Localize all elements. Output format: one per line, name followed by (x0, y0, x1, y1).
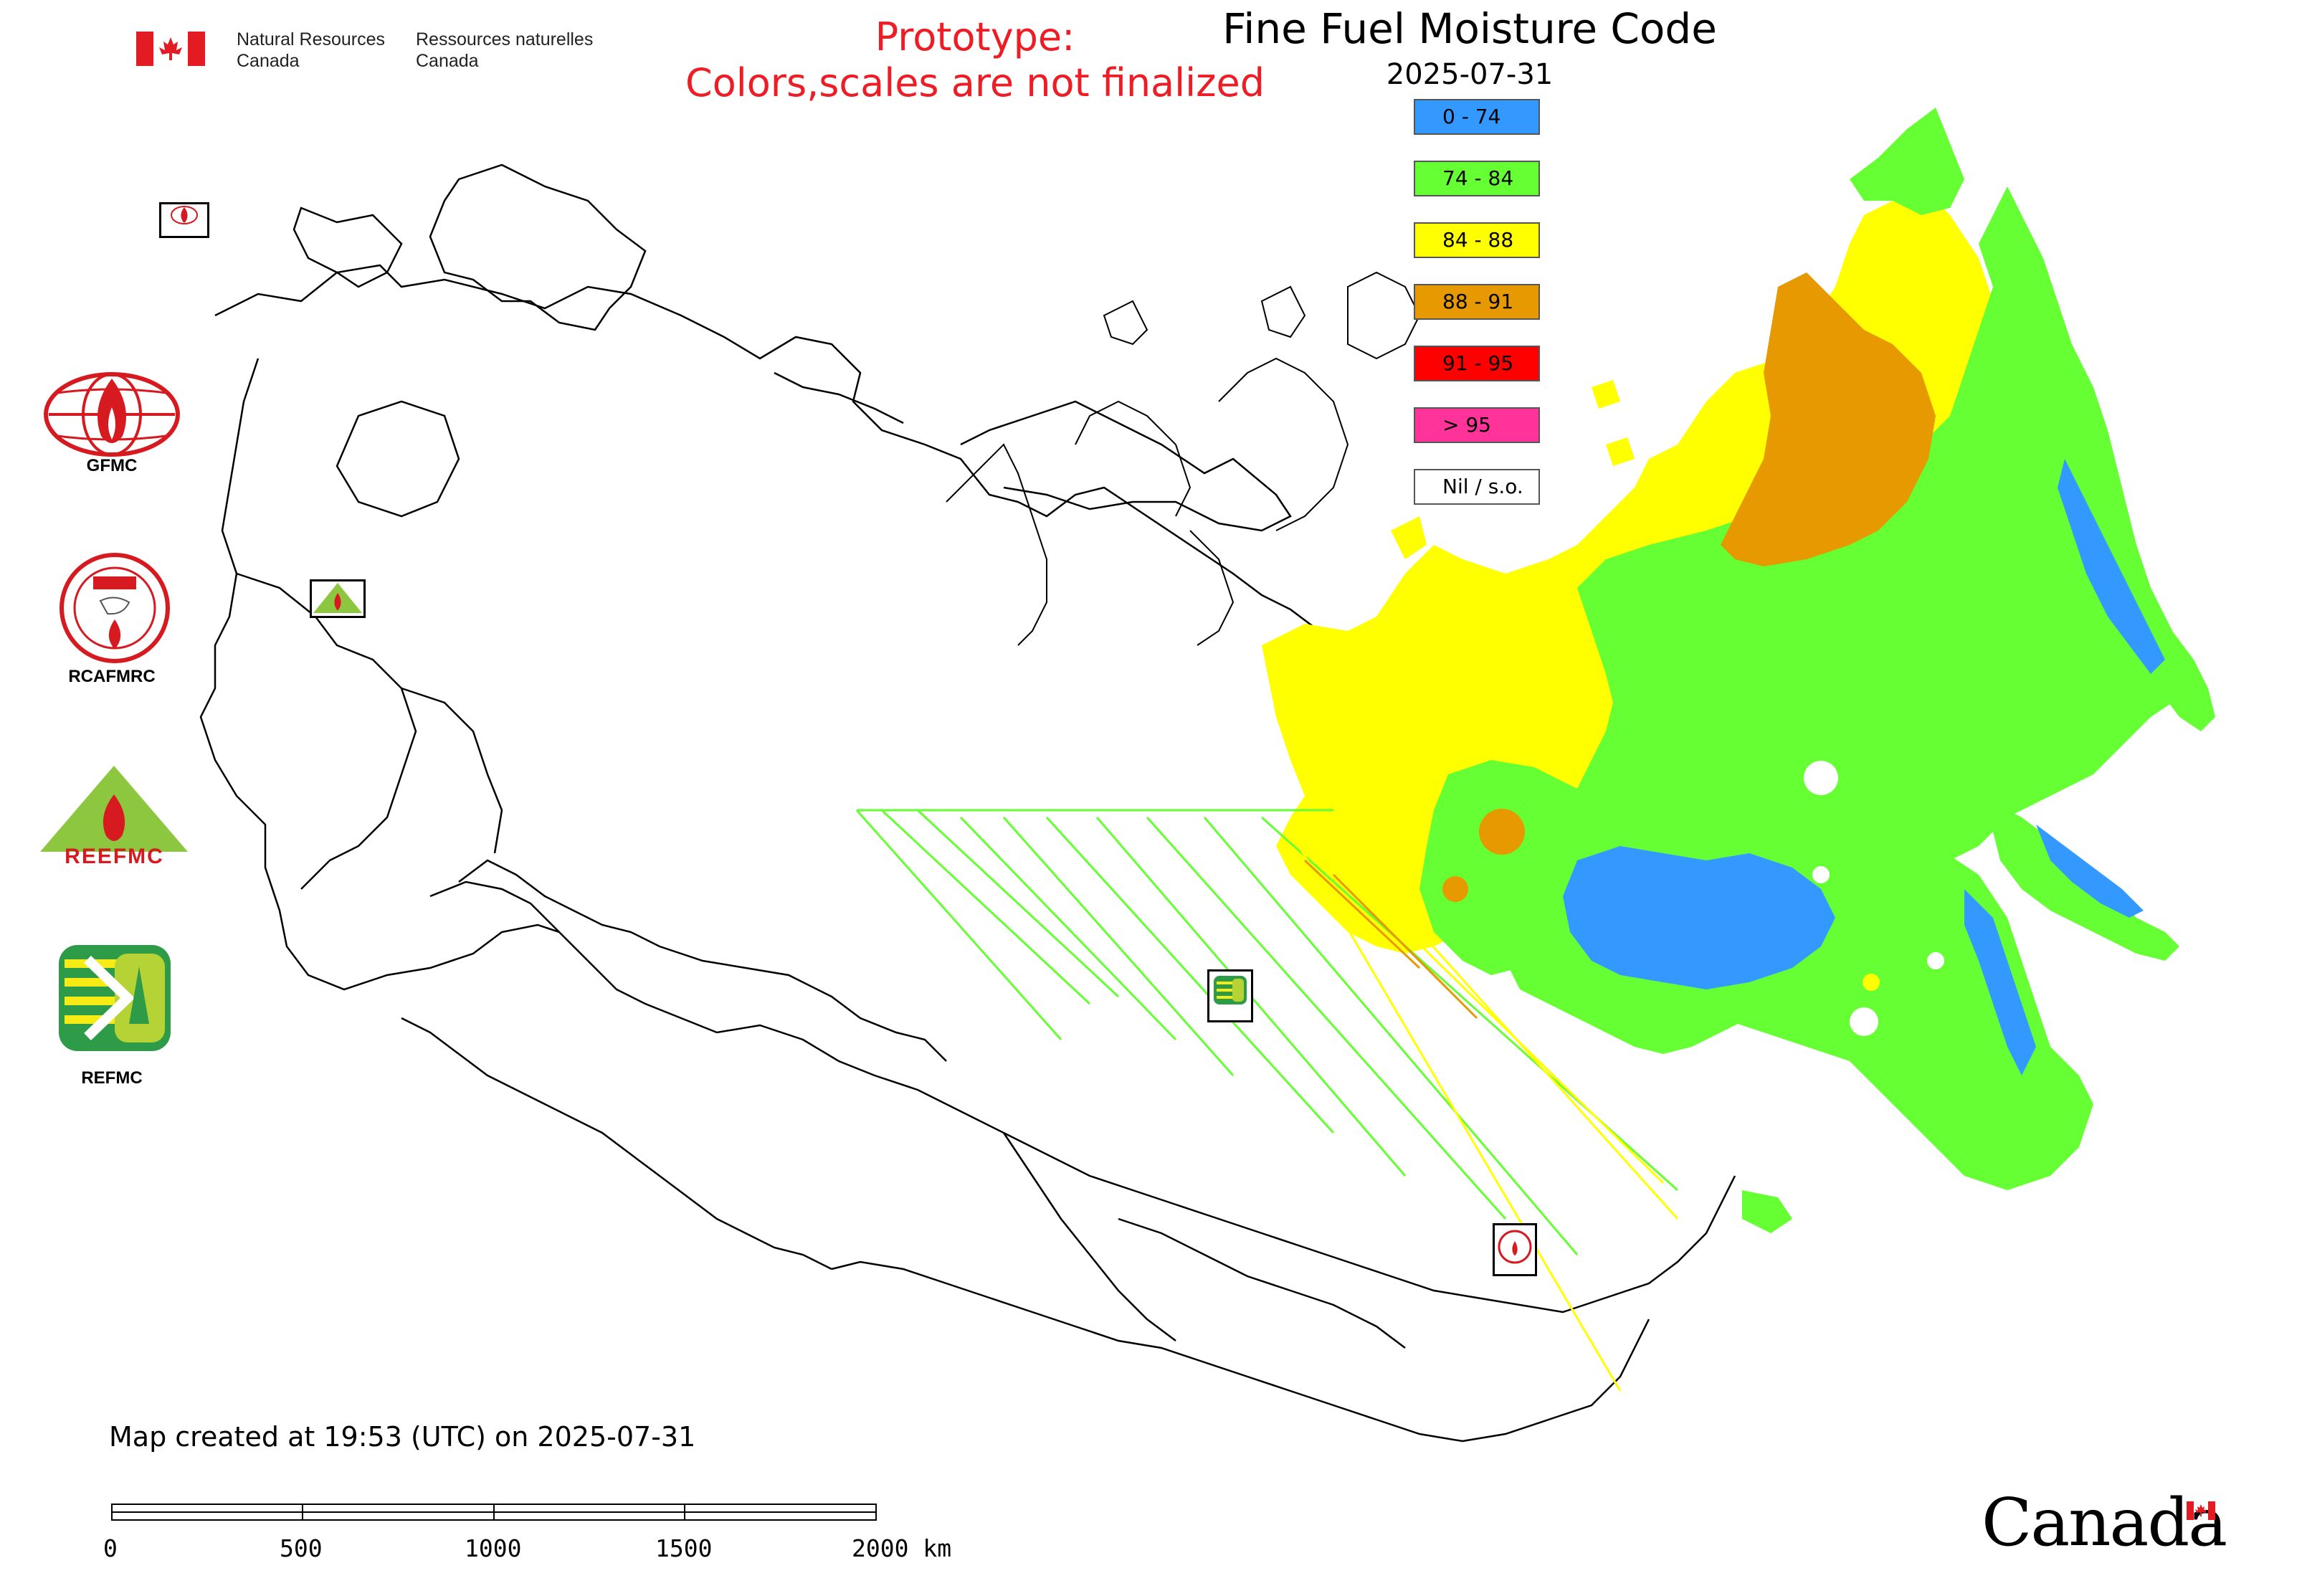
reefmc-logo (37, 766, 191, 873)
gfmc-logo (40, 364, 184, 472)
legend-item: Nil / s.o. (1414, 469, 1540, 505)
gfmc-label: GFMC (86, 456, 138, 475)
map-date: 2025-07-31 (1386, 58, 1554, 91)
map-title: Fine Fuel Moisture Code (1222, 4, 1717, 53)
scale-tick-label: 0 (103, 1534, 118, 1562)
map-created-timestamp: Map created at 19:53 (UTC) on 2025-07-31 (109, 1421, 696, 1453)
gfmc-map-marker (159, 202, 209, 238)
streak-artifacts (855, 809, 1679, 1392)
prototype-notice-line2: Colors,scales are not finalized (685, 60, 1265, 105)
rcafmrc-map-marker (1493, 1223, 1537, 1276)
reefmc-map-marker (310, 579, 366, 618)
scale-tick-label: 500 (280, 1534, 323, 1562)
canada-flag-icon (136, 32, 205, 66)
legend-item: 84 - 88 (1414, 222, 1540, 258)
canada-wordmark-flag-icon (2187, 1501, 2215, 1520)
canada-wordmark: Canada (1982, 1484, 2227, 1561)
prototype-notice: Prototype: Colors,scales are not finaliz… (631, 14, 1319, 106)
refmc-logo (59, 945, 171, 1051)
ffmc-raster (1262, 108, 2215, 1233)
org-name-english: Natural Resources Canada (237, 29, 386, 71)
refmc-map-marker (1207, 969, 1253, 1022)
prototype-notice-line1: Prototype: (875, 14, 1075, 60)
refmc-label: REFMC (81, 1068, 143, 1088)
legend-item: > 95 (1414, 407, 1540, 443)
country-boundaries (199, 163, 1736, 1443)
scale-tick-label: 2000 km (852, 1534, 952, 1562)
scale-bar-graphic (111, 1504, 877, 1521)
reefmc-wordmark: REEFMC (65, 845, 164, 868)
org-name-french: Ressources naturelles Canada (416, 29, 594, 71)
legend-item: 88 - 91 (1414, 284, 1540, 320)
scale-tick-label: 1500 (655, 1534, 713, 1562)
scale-tick-label: 1000 (465, 1534, 522, 1562)
rcafmrc-logo (57, 551, 172, 665)
legend-item: 74 - 84 (1414, 161, 1540, 196)
northern-coastline (946, 271, 1421, 646)
legend-item: 91 - 95 (1414, 346, 1540, 381)
rcafmrc-label: RCAFMRC (68, 667, 156, 686)
legend-item: 0 - 74 (1414, 99, 1540, 135)
